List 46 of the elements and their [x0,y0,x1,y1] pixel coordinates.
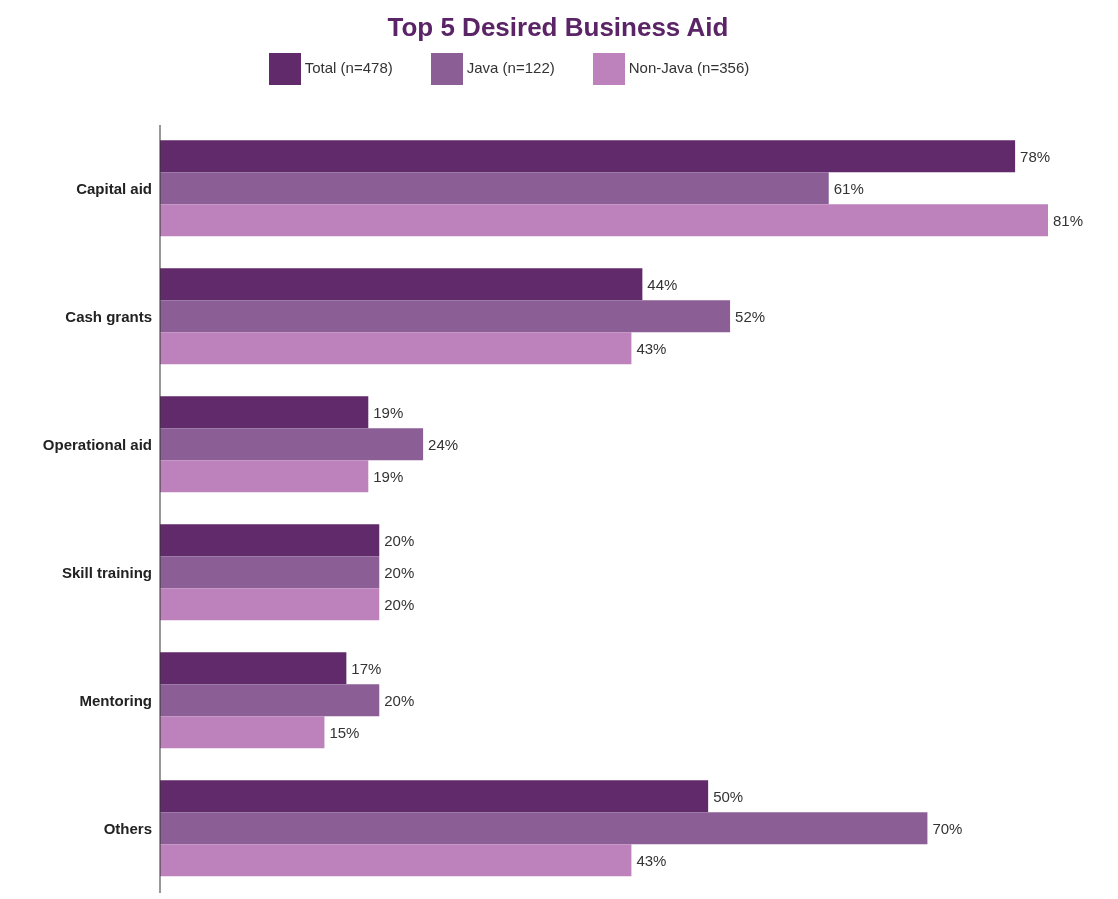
legend-label: Non-Java (n=356) [628,58,750,76]
bar [160,556,380,589]
data-label: 81% [1053,211,1084,229]
data-label: 43% [636,851,667,869]
data-label: 15% [329,723,360,741]
bar [160,332,632,365]
data-label: 17% [351,659,382,677]
bar [160,300,731,333]
bar [160,588,380,621]
bar [160,844,632,877]
data-label: 61% [833,179,864,197]
y-tick-label: Mentoring [79,692,152,710]
data-label: 20% [384,531,415,549]
legend-label: Java (n=122) [466,58,555,76]
data-label: 43% [636,339,667,357]
bar [160,652,347,685]
data-label: 24% [428,435,459,453]
data-label: 78% [1020,147,1051,165]
bar [160,780,709,813]
y-tick-label: Cash grants [65,308,152,326]
y-tick-label: Skill training [61,564,152,582]
bar [160,812,928,845]
bar [160,396,369,429]
chart-title: Top 5 Desired Business Aid [386,11,730,43]
data-label: 52% [735,307,766,325]
bar [160,172,829,205]
data-label: 20% [384,595,415,613]
data-label: 19% [373,467,404,485]
bar [160,268,643,301]
bar [160,524,380,557]
data-label: 44% [647,275,678,293]
bar [160,428,424,461]
data-label: 50% [713,787,744,805]
data-label: 20% [384,691,415,709]
bar [160,204,1048,237]
bar [160,716,325,749]
data-label: 20% [384,563,415,581]
bar [160,460,369,493]
legend-label: Total (n=478) [304,58,393,76]
bar [160,140,1016,173]
y-tick-label: Others [103,820,152,838]
y-tick-label: Operational aid [42,436,152,454]
data-label: 19% [373,403,404,421]
y-tick-label: Capital aid [76,180,152,198]
data-label: 70% [932,819,963,837]
bar [160,684,380,717]
